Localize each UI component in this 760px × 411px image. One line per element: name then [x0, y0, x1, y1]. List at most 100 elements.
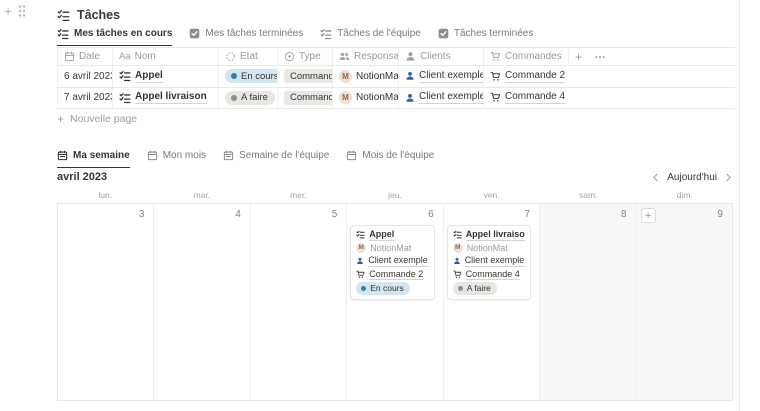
day-cell-mar[interactable]: 4 [153, 204, 249, 400]
day-number: 3 [138, 209, 145, 220]
column-header-responsable[interactable]: Responsable [332, 48, 398, 65]
day-cell-jeu[interactable]: 6 Appel M NotionMat Client exemple 1 Com… [346, 204, 442, 400]
status-icon [225, 51, 236, 62]
type-tag[interactable]: Commandes [284, 69, 332, 84]
cell-client[interactable]: Client exemple 2 [398, 87, 483, 108]
person-icon [356, 257, 364, 265]
status-badge: En cours [356, 282, 410, 295]
calendar-header: avril 2023 Aujourd'hui [57, 171, 733, 183]
weekday-label: mer. [290, 190, 307, 200]
day-cell-mer[interactable]: 5 [249, 204, 346, 400]
tab-mes-taches-terminees[interactable]: Mes tâches terminées [189, 27, 303, 46]
column-header-etat[interactable]: Etat [218, 48, 277, 65]
event-owner: NotionMat [370, 242, 412, 253]
cell-order[interactable]: Commande 2 [483, 66, 568, 87]
status-badge[interactable]: En cours [225, 69, 277, 84]
tab-label: Ma semaine [73, 150, 130, 161]
today-button[interactable]: Aujourd'hui [667, 171, 717, 183]
tab-mes-taches-en-cours[interactable]: Mes tâches en cours [57, 27, 173, 46]
chevron-right-icon[interactable] [724, 173, 733, 182]
tab-mon-mois[interactable]: Mon mois [147, 149, 206, 168]
drag-handle-icon[interactable] [17, 4, 27, 18]
event-client: Client exemple 1 [368, 255, 429, 267]
avatar: M [339, 69, 352, 83]
column-header-nom[interactable]: Aa Nom [112, 48, 218, 65]
cell-name[interactable]: Appel [112, 66, 218, 87]
column-label: Etat [240, 51, 258, 62]
cart-icon [356, 270, 365, 279]
weekday-label: sam. [578, 190, 598, 200]
relation-link[interactable]: Client exemple 1 [419, 70, 483, 83]
tab-semaine-de-l-equipe[interactable]: Semaine de l'équipe [223, 149, 329, 168]
tab-taches-de-l-equipe[interactable]: Tâches de l'équipe [320, 27, 421, 46]
cart-icon [490, 51, 501, 62]
page-right-divider [739, 0, 740, 411]
person-icon [405, 71, 415, 81]
cell-date[interactable]: 7 avril 2023 [57, 87, 112, 108]
add-block-icon[interactable]: + [4, 3, 13, 19]
event-client: Client exemple 2 [464, 255, 526, 267]
cell-owner[interactable]: M NotionMat [332, 87, 398, 108]
page-link[interactable]: Appel livraison [135, 91, 207, 105]
cell-status[interactable]: En cours [218, 66, 277, 87]
event-order: Commande 2 [369, 268, 424, 280]
relation-link[interactable]: Commande 2 [505, 69, 566, 83]
cell-name[interactable]: Appel livraison [112, 87, 218, 108]
tasklist-icon [57, 9, 70, 22]
tab-ma-semaine[interactable]: Ma semaine [57, 149, 130, 168]
status-dot [361, 285, 367, 291]
add-property-button[interactable]: + [568, 48, 588, 65]
avatar: M [452, 242, 463, 253]
tasklist-icon [119, 92, 131, 104]
cell-order[interactable]: Commande 4 [483, 87, 568, 108]
column-header-commandes[interactable]: Commandes [483, 48, 568, 65]
relation-link[interactable]: Commande 4 [505, 91, 566, 105]
cell-client[interactable]: Client exemple 1 [398, 66, 483, 87]
cell-date[interactable]: 6 avril 2023 [57, 66, 112, 87]
page-link[interactable]: Appel [135, 69, 163, 83]
table-row[interactable]: 7 avril 2023 Appel livraison A faire Com… [57, 87, 735, 109]
tab-mois-de-l-equipe[interactable]: Mois de l'équipe [346, 149, 434, 168]
calendar-navigation: Aujourd'hui [651, 172, 733, 183]
status-badge[interactable]: A faire [225, 90, 275, 105]
table-options-button[interactable] [588, 48, 612, 65]
day-number: 8 [620, 209, 627, 220]
column-header-clients[interactable]: Clients [398, 48, 483, 65]
chevron-left-icon[interactable] [651, 173, 660, 182]
column-label: Responsable [354, 51, 398, 62]
checkbox-checked-icon [438, 28, 449, 39]
tab-label: Mois de l'équipe [362, 150, 435, 161]
cell-status[interactable]: A faire [218, 87, 277, 108]
type-tag[interactable]: Commandes [284, 90, 332, 105]
relation-link[interactable]: Client exemple 2 [419, 91, 483, 105]
tab-taches-terminees[interactable]: Tâches terminées [438, 27, 533, 46]
weekday-label: lun. [98, 190, 113, 200]
table-row[interactable]: 6 avril 2023 Appel En cours Commandes M … [57, 66, 735, 88]
column-label: Date [79, 51, 101, 62]
weekday-label: ven. [483, 190, 500, 200]
day-number: 9 [717, 209, 723, 220]
add-event-button[interactable]: + [640, 208, 656, 223]
cell-owner[interactable]: M NotionMat [332, 66, 398, 87]
day-cell-lun[interactable]: 3 [58, 204, 153, 400]
new-page-button[interactable]: + Nouvelle page [57, 112, 137, 126]
column-label: Nom [134, 51, 156, 62]
event-card[interactable]: Appel livraison M NotionMat Client exemp… [446, 225, 532, 300]
row-filler [568, 66, 735, 87]
calendar-week-icon [57, 150, 68, 161]
event-order: Commande 4 [465, 268, 520, 280]
calendar-month-label: avril 2023 [57, 171, 108, 183]
cell-type[interactable]: Commandes [277, 87, 332, 108]
column-label: Type [299, 51, 321, 62]
cell-type[interactable]: Commandes [277, 66, 332, 87]
cart-icon [453, 270, 462, 279]
page-title: Tâches [77, 8, 121, 22]
column-header-date[interactable]: Date [57, 48, 112, 65]
column-header-type[interactable]: Type [277, 48, 332, 65]
day-cell-ven[interactable]: 7 Appel livraison M NotionMat Client exe… [442, 204, 539, 400]
column-label: Commandes [505, 51, 562, 62]
day-cell-dim[interactable]: + 9 [635, 204, 732, 400]
day-cell-sam[interactable]: 8 [539, 204, 636, 400]
tasklist-icon [356, 230, 365, 239]
event-card[interactable]: Appel M NotionMat Client exemple 1 Comma… [350, 225, 435, 300]
